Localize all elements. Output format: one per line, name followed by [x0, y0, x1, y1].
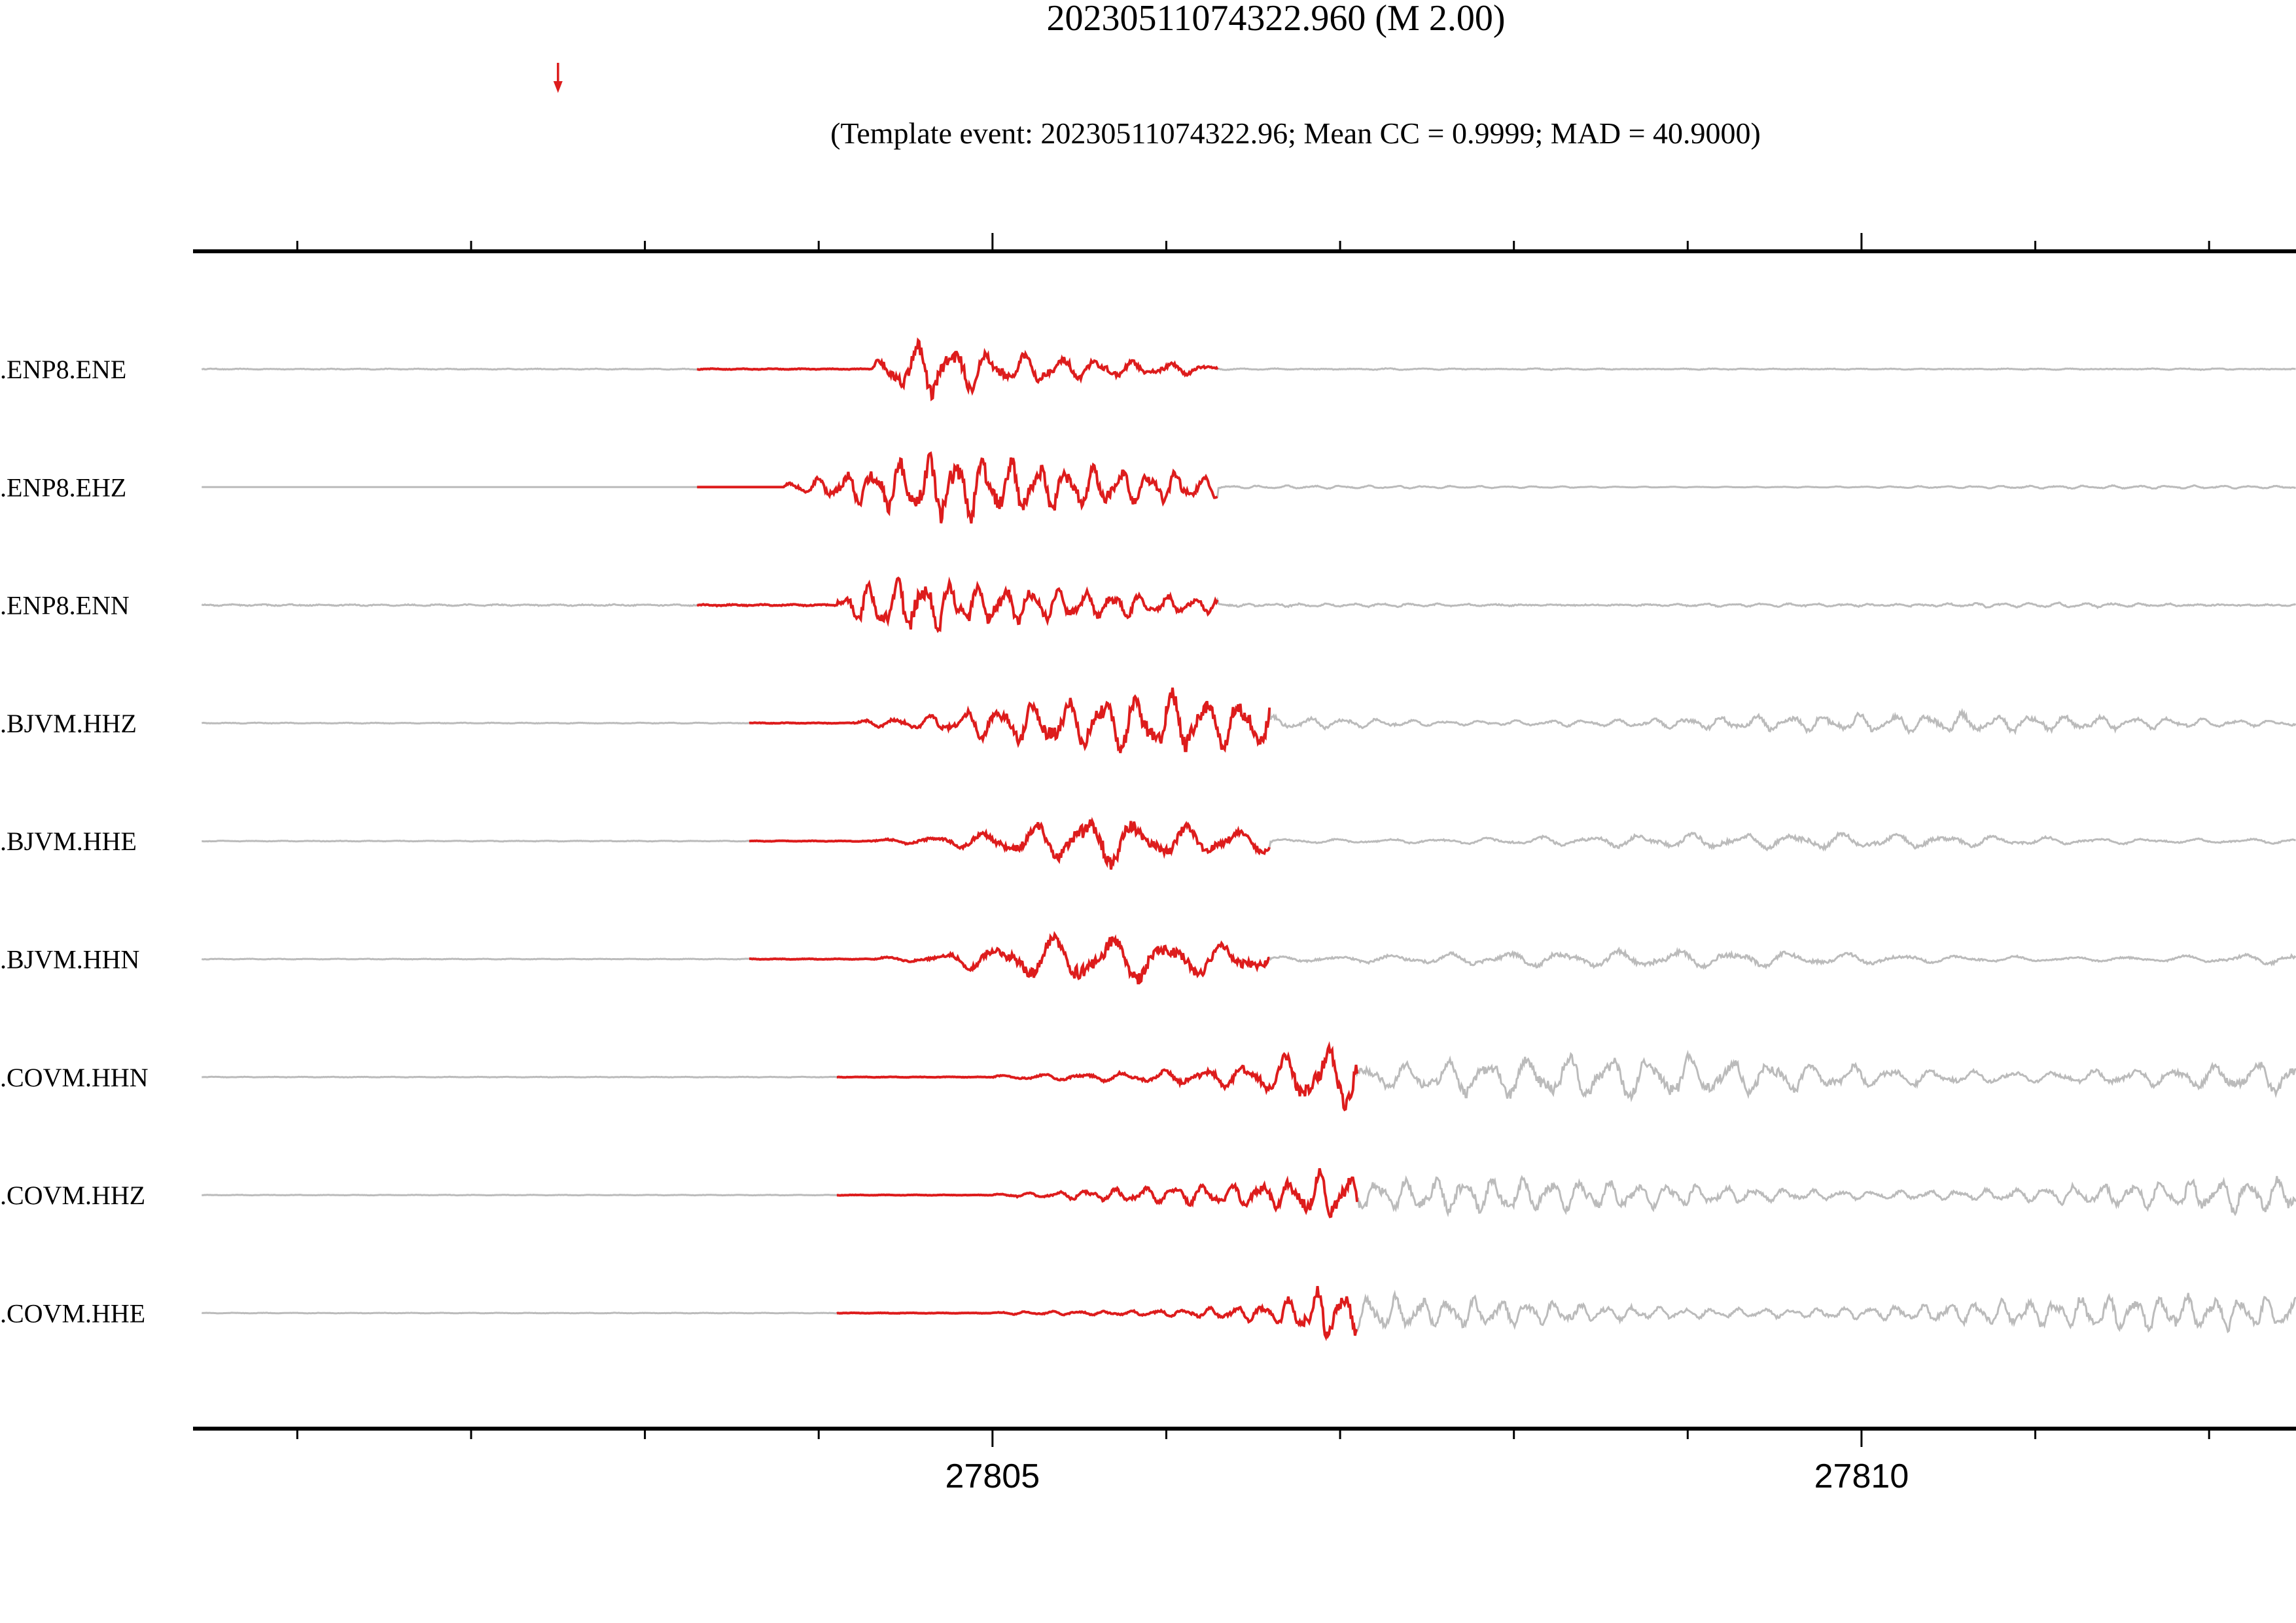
- x-tick-label: 27805: [945, 1457, 1040, 1495]
- x-tick-label: 27810: [1814, 1457, 1909, 1495]
- continuous-trace-6: [202, 1042, 2296, 1111]
- continuous-trace-1: [202, 452, 2296, 524]
- station-label-6: .COVM.HHN: [0, 1063, 149, 1092]
- template-trace-2: [696, 576, 1219, 633]
- continuous-trace-8: [202, 1286, 2296, 1340]
- station-label-1: .ENP8.EHZ: [0, 473, 126, 502]
- chart-title: 20230511074322.960 (M 2.00): [1046, 0, 1506, 39]
- template-trace-5: [749, 931, 1270, 985]
- template-trace-6: [836, 1041, 1359, 1112]
- template-trace-4: [749, 817, 1271, 870]
- station-label-7: .COVM.HHZ: [0, 1181, 145, 1210]
- template-trace-7: [836, 1168, 1359, 1219]
- event-marker-arrow-icon: [553, 81, 563, 93]
- template-trace-3: [749, 687, 1271, 753]
- chart-subtitle: (Template event: 20230511074322.96; Mean…: [830, 116, 1761, 150]
- station-label-2: .ENP8.ENN: [0, 591, 130, 620]
- station-label-3: .BJVM.HHZ: [0, 709, 137, 738]
- continuous-trace-4: [202, 817, 2296, 870]
- continuous-trace-2: [201, 577, 2296, 633]
- station-label-8: .COVM.HHE: [0, 1298, 145, 1328]
- station-label-0: .ENP8.ENE: [0, 355, 126, 384]
- station-label-4: .BJVM.HHE: [0, 827, 137, 856]
- template-trace-1: [697, 451, 1218, 524]
- continuous-trace-7: [202, 1168, 2296, 1219]
- template-trace-8: [836, 1285, 1358, 1342]
- station-label-5: .BJVM.HHN: [0, 945, 139, 974]
- continuous-trace-0: [201, 338, 2296, 401]
- template-trace-0: [696, 337, 1219, 402]
